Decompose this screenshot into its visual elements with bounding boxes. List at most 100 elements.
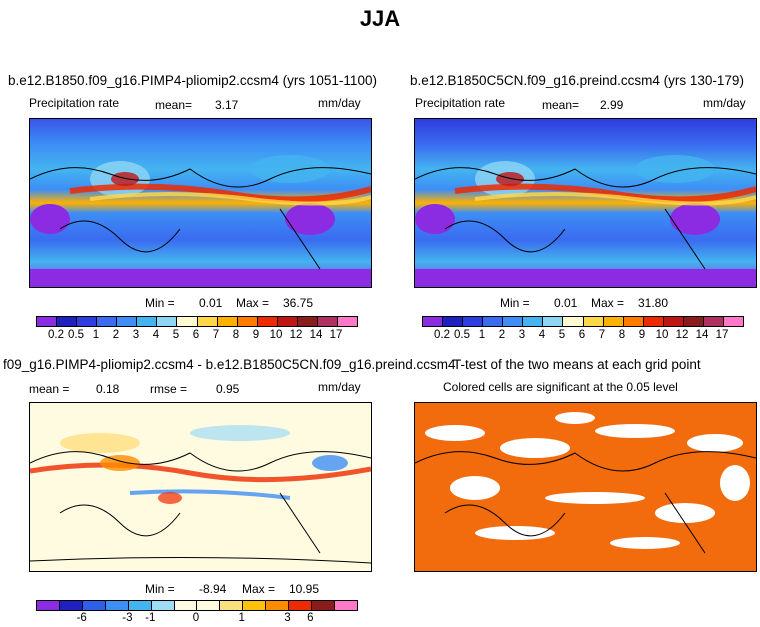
- colorbar-swatch: [37, 317, 58, 326]
- colorbar-swatch: [603, 317, 624, 326]
- panel2-max-value: 31.80: [638, 296, 669, 310]
- colorbar-tick-label: 5: [172, 329, 180, 341]
- panel3-mean-label: mean =: [29, 382, 70, 396]
- colorbar-tick-label: 0.5: [68, 329, 84, 341]
- colorbar-tick-label: 12: [675, 329, 689, 341]
- colorbar-swatch: [117, 317, 138, 326]
- colorbar-tick-label: 14: [695, 329, 709, 341]
- panel1-min-label: Min =: [145, 296, 175, 310]
- panel3-max-label: Max =: [242, 582, 276, 596]
- colorbar-tick-label: 8: [232, 329, 240, 341]
- panel3-colorbar-ticks: -6 -3 -1 0 1 3 6: [36, 612, 356, 626]
- colorbar-swatch: [583, 317, 604, 326]
- panel3-rmse-label: rmse =: [150, 382, 188, 396]
- colorbar-tick-label: 10: [655, 329, 669, 341]
- panel3-mean-value: 0.18: [96, 382, 120, 396]
- colorbar-tick-label: 5: [558, 329, 566, 341]
- colorbar-swatch: [197, 601, 221, 610]
- colorbar-swatch: [57, 317, 78, 326]
- colorbar-swatch: [443, 317, 464, 326]
- colorbar-swatch: [289, 601, 313, 610]
- colorbar-swatch: [723, 317, 743, 326]
- colorbar-tick-label: 3: [284, 612, 291, 624]
- colorbar-swatch: [59, 601, 83, 610]
- panel4-title: T-test of the two means at each grid poi…: [453, 357, 701, 372]
- panel2-title: b.e12.B1850C5CN.f09_g16.preind.ccsm4 (yr…: [410, 73, 744, 88]
- colorbar-tick-label: -3: [122, 612, 133, 624]
- colorbar-swatch: [312, 601, 335, 610]
- colorbar-tick-label: 0: [192, 612, 200, 624]
- colorbar-tick-label: 14: [309, 329, 323, 341]
- colorbar-swatch: [297, 317, 318, 326]
- colorbar-tick-label: 6: [578, 329, 586, 341]
- panel2-units: mm/day: [703, 96, 746, 110]
- colorbar-swatch: [257, 317, 278, 326]
- colorbar-tick-label: 2: [498, 329, 506, 341]
- panel4-subtitle: Colored cells are significant at the 0.0…: [443, 380, 678, 394]
- panel2-variable: Precipitation rate: [415, 96, 506, 110]
- colorbar-swatch: [503, 317, 524, 326]
- panel1-variable: Precipitation rate: [29, 96, 120, 110]
- colorbar-swatch: [334, 601, 357, 610]
- colorbar-swatch: [683, 317, 704, 326]
- panel3-max-value: 10.95: [289, 582, 320, 596]
- colorbar-tick-label: 3: [518, 329, 526, 341]
- colorbar-tick-label: -6: [76, 612, 87, 624]
- colorbar-tick-label: 6: [307, 612, 314, 624]
- panel1-units: mm/day: [318, 96, 361, 110]
- colorbar-swatch: [243, 601, 267, 610]
- panel3-units: mm/day: [318, 380, 361, 394]
- colorbar-tick-label: 6: [192, 329, 200, 341]
- colorbar-swatch: [523, 317, 544, 326]
- colorbar-tick-label: 17: [329, 329, 343, 341]
- panel1-colorbar: [36, 316, 358, 327]
- colorbar-tick-label: 2: [112, 329, 120, 341]
- colorbar-swatch: [97, 317, 118, 326]
- colorbar-swatch: [197, 317, 218, 326]
- panel1-max-value: 36.75: [283, 296, 314, 310]
- colorbar-swatch: [220, 601, 244, 610]
- colorbar-tick-label: 7: [212, 329, 220, 341]
- colorbar-tick-label: 0.2: [434, 329, 450, 341]
- panel1-title: b.e12.B1850.f09_g16.PIMP4-pliomip2.ccsm4…: [8, 73, 377, 88]
- panel1-mean-label: mean=: [155, 98, 193, 112]
- panel3-colorbar: [36, 600, 358, 611]
- colorbar-swatch: [157, 317, 178, 326]
- colorbar-tick-label: 9: [252, 329, 260, 341]
- colorbar-swatch: [623, 317, 644, 326]
- colorbar-swatch: [37, 601, 60, 610]
- panel2-precip-map: [414, 118, 757, 288]
- panel2-colorbar: [422, 316, 744, 327]
- colorbar-swatch: [151, 601, 175, 610]
- colorbar-swatch: [703, 317, 724, 326]
- colorbar-tick-label: 10: [269, 329, 283, 341]
- colorbar-tick-label: 8: [618, 329, 626, 341]
- colorbar-swatch: [663, 317, 684, 326]
- colorbar-swatch: [317, 317, 338, 326]
- panel3-difference-map: [29, 402, 372, 572]
- panel2-min-value: 0.01: [554, 296, 578, 310]
- figure-title: JJA: [359, 6, 401, 31]
- colorbar-swatch: [105, 601, 129, 610]
- colorbar-swatch: [266, 601, 290, 610]
- panel1-colorbar-ticks: 0.2 0.5 1 2 3 4 5 6 7 8 9 10 12 14 17: [36, 329, 356, 343]
- colorbar-swatch: [174, 601, 198, 610]
- colorbar-tick-label: 4: [538, 329, 546, 341]
- colorbar-tick-label: 12: [289, 329, 303, 341]
- colorbar-tick-label: 17: [715, 329, 729, 341]
- colorbar-swatch: [543, 317, 564, 326]
- panel3-rmse-value: 0.95: [216, 382, 240, 396]
- colorbar-tick-label: 1: [92, 329, 100, 341]
- colorbar-swatch: [643, 317, 664, 326]
- colorbar-tick-label: -1: [145, 612, 156, 624]
- panel2-mean-value: 2.99: [600, 98, 624, 112]
- colorbar-swatch: [483, 317, 504, 326]
- panel3-min-value: -8.94: [199, 582, 227, 596]
- panel1-max-label: Max =: [236, 296, 270, 310]
- colorbar-swatch: [82, 601, 106, 610]
- colorbar-swatch: [237, 317, 258, 326]
- panel3-min-label: Min =: [145, 582, 175, 596]
- colorbar-tick-label: 1: [478, 329, 486, 341]
- colorbar-tick-label: 7: [598, 329, 606, 341]
- panel2-max-label: Max =: [591, 296, 625, 310]
